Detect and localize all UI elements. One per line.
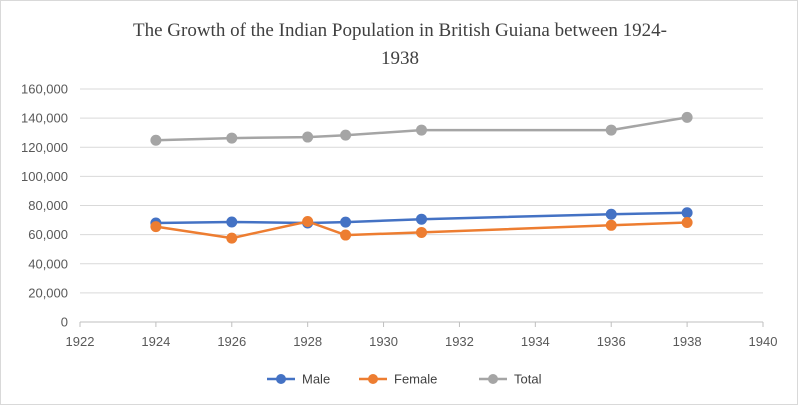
y-tick-label: 160,000 xyxy=(21,82,68,97)
data-point-male xyxy=(605,208,617,220)
y-tick-label: 60,000 xyxy=(28,227,68,242)
axes: 0 20,000 40,000 60,000 80,000 100,000 120,000 1… xyxy=(21,82,777,350)
data-point-total xyxy=(605,124,617,136)
legend-marker-female xyxy=(368,374,378,384)
legend: Male Female Total xyxy=(267,372,542,387)
legend-label-total: Total xyxy=(514,372,542,387)
data-point-male xyxy=(340,216,352,228)
data-point-female xyxy=(302,216,314,228)
legend-marker-male xyxy=(276,374,286,384)
y-tick-label: 20,000 xyxy=(28,285,68,300)
y-tick-label: 120,000 xyxy=(21,140,68,155)
y-tick-label: 40,000 xyxy=(28,256,68,271)
data-point-total xyxy=(150,134,162,146)
x-tick-label: 1934 xyxy=(521,334,550,349)
data-point-female xyxy=(416,226,427,238)
x-tick-label: 1938 xyxy=(673,334,702,349)
data-point-total xyxy=(416,124,427,136)
data-point-total xyxy=(226,132,238,144)
data-point-total xyxy=(340,129,352,141)
data-point-female xyxy=(605,219,617,231)
x-tick-label: 1936 xyxy=(597,334,626,349)
chart-title-line1: The Growth of the Indian Population in B… xyxy=(133,20,667,41)
data-series xyxy=(150,111,693,244)
y-tick-label: 80,000 xyxy=(28,198,68,213)
data-point-male xyxy=(226,216,238,228)
data-point-total xyxy=(302,131,314,143)
x-tick-label: 1922 xyxy=(66,334,95,349)
x-tick-label: 1940 xyxy=(749,334,778,349)
legend-label-male: Male xyxy=(302,372,330,387)
legend-marker-total xyxy=(488,374,498,384)
y-tick-label: 140,000 xyxy=(21,111,68,126)
x-tick-label: 1930 xyxy=(369,334,398,349)
data-point-female xyxy=(226,232,238,244)
data-point-female xyxy=(681,217,693,229)
data-point-total xyxy=(681,111,693,123)
x-tick-label: 1928 xyxy=(293,334,322,349)
gridlines xyxy=(80,88,763,294)
data-point-male xyxy=(416,213,427,225)
data-point-female xyxy=(340,229,352,241)
x-tick-label: 1924 xyxy=(141,334,170,349)
x-tick-label: 1926 xyxy=(217,334,246,349)
x-tick-label: 1932 xyxy=(445,334,474,349)
chart-title-line2: 1938 xyxy=(381,48,419,69)
y-tick-label: 0 xyxy=(61,315,68,330)
data-point-male xyxy=(681,207,693,219)
data-point-female xyxy=(150,221,162,233)
y-tick-label: 100,000 xyxy=(21,169,68,184)
legend-label-female: Female xyxy=(394,372,437,387)
